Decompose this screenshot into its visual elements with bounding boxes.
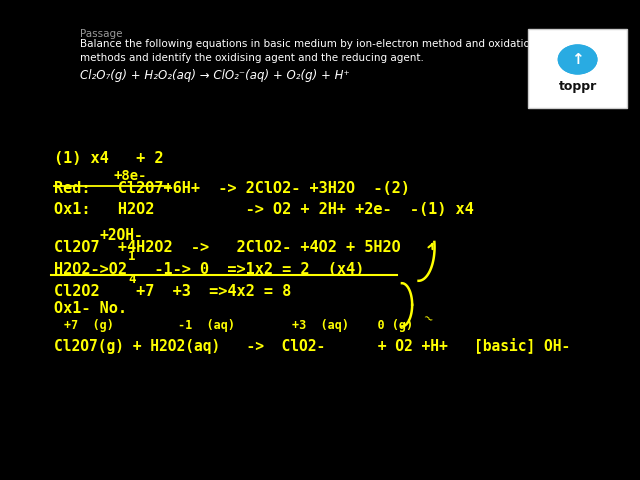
Text: Cl2O7(g) + H2O2(aq)   ->  ClO2-      + O2 +H+   [basic] OH-: Cl2O7(g) + H2O2(aq) -> ClO2- + O2 +H+ [b… xyxy=(54,338,571,354)
Circle shape xyxy=(564,49,592,70)
Circle shape xyxy=(558,45,597,74)
Text: Ox1- No.: Ox1- No. xyxy=(54,301,127,316)
Text: Red:   Cl2O7+6H+  -> 2ClO2- +3H2O  -(2): Red: Cl2O7+6H+ -> 2ClO2- +3H2O -(2) xyxy=(54,181,410,196)
Text: Passage: Passage xyxy=(80,29,122,39)
Circle shape xyxy=(558,45,597,74)
Text: (1) x4   + 2: (1) x4 + 2 xyxy=(54,151,164,166)
Text: Ox1:   H2O2          -> O2 + 2H+ +2e-  -(1) x4: Ox1: H2O2 -> O2 + 2H+ +2e- -(1) x4 xyxy=(54,202,474,216)
Circle shape xyxy=(560,46,595,73)
Text: Balance the following equations in basic medium by ion-electron method and oxida: Balance the following equations in basic… xyxy=(80,39,580,63)
Text: 4: 4 xyxy=(128,273,136,286)
Text: Cl2O7  +4H2O2  ->   2ClO2- +4O2 + 5H2O: Cl2O7 +4H2O2 -> 2ClO2- +4O2 + 5H2O xyxy=(54,240,401,255)
Text: +2OH-: +2OH- xyxy=(99,228,143,243)
Text: 1: 1 xyxy=(128,250,136,263)
Text: H2O2->O2   -1-> 0  =>1x2 = 2  (x4): H2O2->O2 -1-> 0 =>1x2 = 2 (x4) xyxy=(54,262,365,276)
Text: Cl₂O₇(g) + H₂O₂(aq) → ClO₂⁻(aq) + O₂(g) + H⁺: Cl₂O₇(g) + H₂O₂(aq) → ClO₂⁻(aq) + O₂(g) … xyxy=(80,69,349,82)
Text: +7  (g)         -1  (aq)        +3  (aq)    0 (g): +7 (g) -1 (aq) +3 (aq) 0 (g) xyxy=(64,319,413,332)
Text: toppr: toppr xyxy=(559,81,596,94)
Text: +8e-: +8e- xyxy=(114,169,147,183)
FancyBboxPatch shape xyxy=(528,29,627,108)
Text: ~: ~ xyxy=(420,311,435,327)
Text: ↑: ↑ xyxy=(572,52,584,67)
Text: Cl2O2    +7  +3  =>4x2 = 8: Cl2O2 +7 +3 =>4x2 = 8 xyxy=(54,284,292,299)
